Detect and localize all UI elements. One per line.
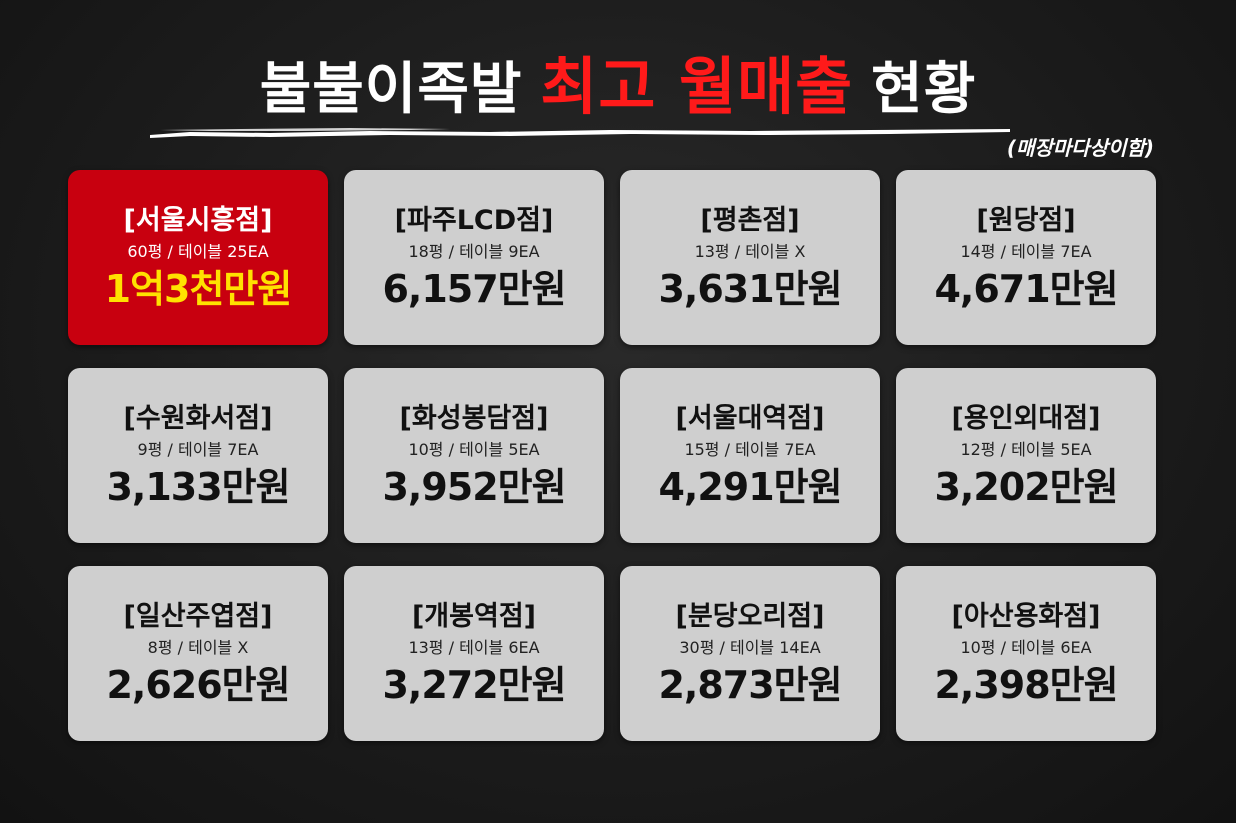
store-info: 30평 / 테이블 14EA	[679, 637, 821, 657]
title-suffix: 현황	[871, 57, 977, 122]
store-name: [평촌점]	[700, 204, 800, 236]
store-card: [아산용화점] 10평 / 테이블 6EA 2,398만원	[896, 566, 1156, 741]
store-info: 8평 / 테이블 X	[147, 637, 249, 657]
store-sales: 3,631만원	[658, 266, 842, 311]
store-sales: 6,157만원	[382, 266, 566, 311]
store-sales: 4,291만원	[658, 464, 842, 509]
store-sales: 3,272만원	[382, 662, 566, 707]
store-name: [일산주엽점]	[123, 600, 273, 632]
store-name: [수원화서점]	[123, 402, 273, 434]
store-sales: 2,873만원	[658, 662, 842, 707]
store-card: [수원화서점] 9평 / 테이블 7EA 3,133만원	[68, 368, 328, 543]
store-card: [평촌점] 13평 / 테이블 X 3,631만원	[620, 170, 880, 345]
store-info: 60평 / 테이블 25EA	[127, 241, 269, 261]
store-sales: 3,952만원	[382, 464, 566, 509]
store-card: [일산주엽점] 8평 / 테이블 X 2,626만원	[68, 566, 328, 741]
store-name: [아산용화점]	[951, 600, 1101, 632]
store-info: 14평 / 테이블 7EA	[960, 241, 1092, 261]
brush-underline	[150, 128, 1010, 138]
store-card: [파주LCD점] 18평 / 테이블 9EA 6,157만원	[344, 170, 604, 345]
store-sales: 3,133만원	[106, 464, 290, 509]
store-card: [화성봉담점] 10평 / 테이블 5EA 3,952만원	[344, 368, 604, 543]
store-card: [용인외대점] 12평 / 테이블 5EA 3,202만원	[896, 368, 1156, 543]
store-info: 12평 / 테이블 5EA	[960, 439, 1092, 459]
store-sales: 3,202만원	[934, 464, 1118, 509]
title-brand: 불불이족발	[259, 57, 523, 122]
store-info: 15평 / 테이블 7EA	[684, 439, 816, 459]
store-card: [서울시흥점] 60평 / 테이블 25EA 1억3천만원	[68, 170, 328, 345]
store-info: 10평 / 테이블 6EA	[960, 637, 1092, 657]
store-sales: 4,671만원	[934, 266, 1118, 311]
store-info: 18평 / 테이블 9EA	[408, 241, 540, 261]
store-info: 13평 / 테이블 X	[694, 241, 806, 261]
store-name: [파주LCD점]	[394, 204, 554, 236]
title-highlight: 최고 월매출	[540, 50, 854, 123]
store-name: [화성봉담점]	[399, 402, 549, 434]
store-card: [서울대역점] 15평 / 테이블 7EA 4,291만원	[620, 368, 880, 543]
store-info: 10평 / 테이블 5EA	[408, 439, 540, 459]
store-name: [서울대역점]	[675, 402, 825, 434]
store-card: [원당점] 14평 / 테이블 7EA 4,671만원	[896, 170, 1156, 345]
store-grid: [서울시흥점] 60평 / 테이블 25EA 1억3천만원 [파주LCD점] 18평 /…	[68, 170, 1158, 741]
store-sales: 2,626만원	[106, 662, 290, 707]
store-name: [분당오리점]	[675, 600, 825, 632]
store-sales: 2,398만원	[934, 662, 1118, 707]
store-sales: 1억3천만원	[104, 266, 293, 311]
store-info: 13평 / 테이블 6EA	[408, 637, 540, 657]
store-card: [분당오리점] 30평 / 테이블 14EA 2,873만원	[620, 566, 880, 741]
store-name: [서울시흥점]	[123, 204, 273, 236]
store-card: [개봉역점] 13평 / 테이블 6EA 3,272만원	[344, 566, 604, 741]
store-name: [개봉역점]	[411, 600, 537, 632]
note-text: (매장마다상이함)	[1006, 136, 1154, 160]
page-title: 불불이족발 최고 월매출 현황	[0, 52, 1236, 125]
store-info: 9평 / 테이블 7EA	[137, 439, 259, 459]
store-name: [용인외대점]	[951, 402, 1101, 434]
store-name: [원당점]	[976, 204, 1076, 236]
